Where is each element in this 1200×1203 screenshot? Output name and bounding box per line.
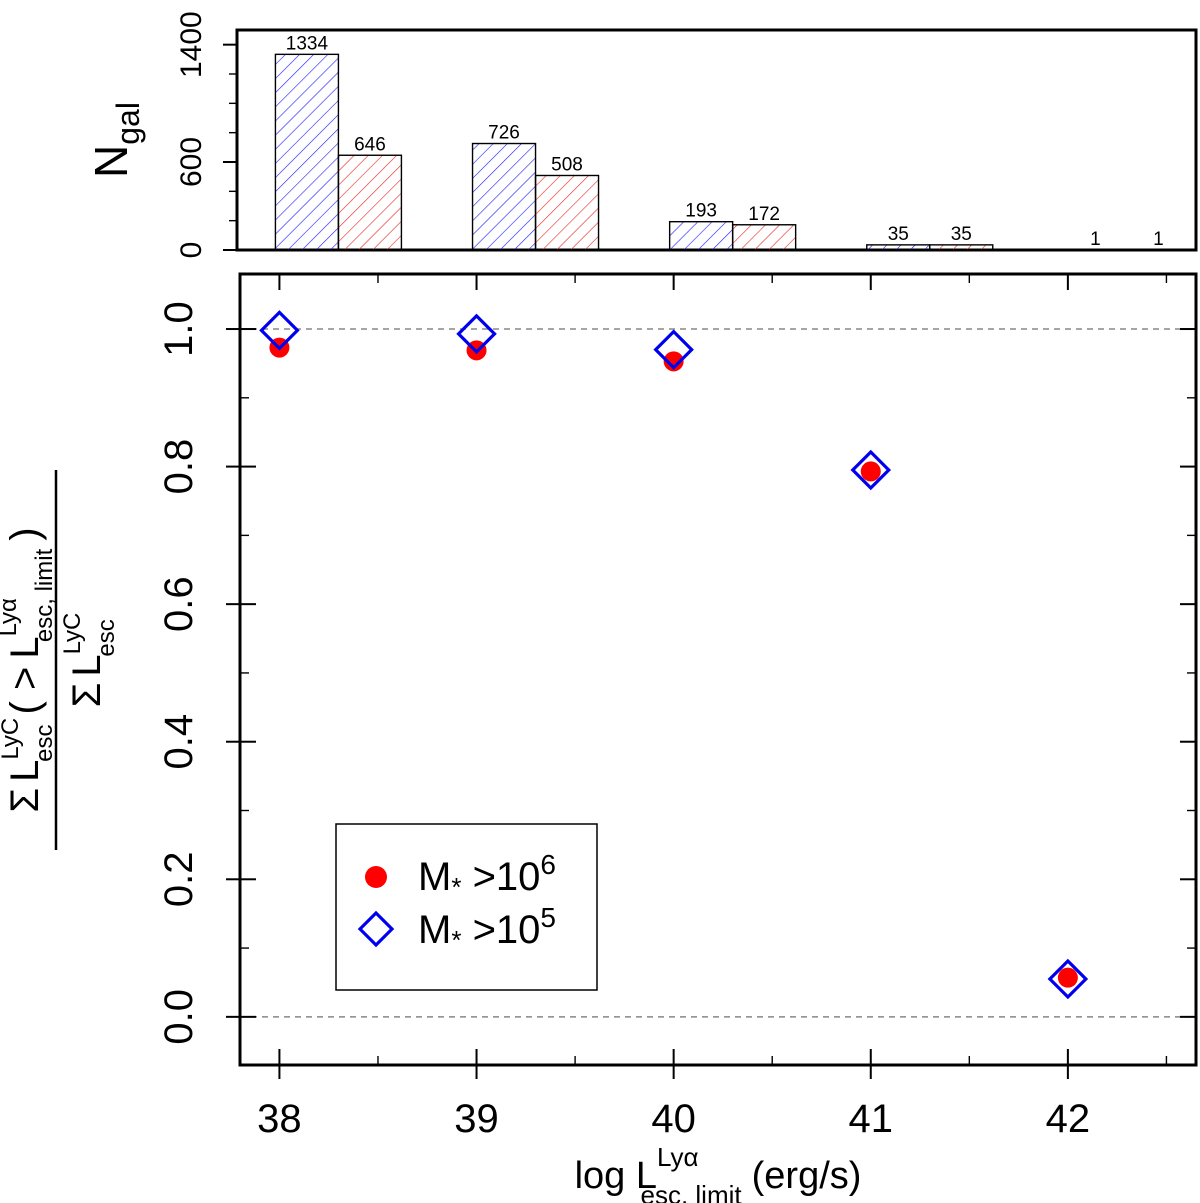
reference-lines <box>240 328 1196 1018</box>
histogram-bar-label: 35 <box>951 224 972 245</box>
histogram-bar <box>866 244 931 251</box>
histogram-y-ticks: 0 600 1400 <box>175 11 237 258</box>
y-axis-label-numerator: ΣLLyC esc( >LLyα esc, limit) <box>0 527 58 812</box>
legend-circle-marker <box>365 866 387 888</box>
x-axis-label: log LLyα esc, limit (erg/s) <box>575 1142 862 1203</box>
histogram-bar <box>337 154 403 251</box>
histogram-bar <box>274 53 340 251</box>
y-tick-label: 0.6 <box>157 576 201 632</box>
x-tick-label: 39 <box>454 1097 499 1141</box>
histogram-bar-label: 193 <box>685 201 717 222</box>
y-tick-label: 0.4 <box>157 714 201 770</box>
legend-label-2: M* >105 <box>418 902 556 955</box>
x-tick-label: 40 <box>651 1097 696 1141</box>
histogram-bar-label: 35 <box>888 224 909 245</box>
histogram-bar-label: 646 <box>354 134 386 155</box>
scatter-points <box>259 310 1089 1000</box>
histogram-bar <box>1063 249 1128 252</box>
point-mstar-gt-1e6 <box>663 351 684 372</box>
y-tick-label: 0.8 <box>157 439 201 495</box>
y-tick-label: 0.2 <box>157 851 201 907</box>
histogram-bar-label: 726 <box>488 123 520 144</box>
histogram-bars: 1334 646 726 508 193 172 35 35 1 1 <box>274 33 1191 252</box>
histogram-bar-label: 1 <box>1153 229 1164 250</box>
y-tick-label: 0.0 <box>157 989 201 1045</box>
histogram-bar <box>471 142 537 251</box>
legend-label-1: M* >106 <box>418 849 556 902</box>
histogram-bar-label: 508 <box>551 154 583 175</box>
scatter-frame <box>238 272 1198 1067</box>
x-tick-label: 38 <box>257 1097 302 1141</box>
histogram-ylabel-sub: gal <box>110 102 146 145</box>
legend-box <box>335 823 598 991</box>
scatter-ticks: 0.0 0.2 0.4 0.6 0.8 1.0 38 39 40 41 42 <box>157 274 1196 1141</box>
histogram-bar-label: 172 <box>748 204 780 225</box>
histogram-bar <box>668 220 734 251</box>
legend-diamond-marker <box>357 910 395 948</box>
histogram-panel: 0 600 1400 1334 646 726 508 193 172 35 35 1 1 Ngal <box>85 11 1198 258</box>
histogram-y-axis-label: Ngal <box>85 102 146 178</box>
histogram-bar <box>1126 249 1191 252</box>
x-tick-label: 42 <box>1046 1097 1091 1141</box>
point-mstar-gt-1e6 <box>860 461 881 482</box>
histogram-bar-label: 1334 <box>286 33 329 54</box>
legend: M* >106 M* >105 <box>335 823 598 991</box>
histogram-y-tick-label: 1400 <box>175 11 208 78</box>
y-axis-label-denominator: ΣLLyC esc <box>59 613 120 708</box>
point-mstar-gt-1e5 <box>850 449 892 491</box>
histogram-bar-label: 1 <box>1090 229 1101 250</box>
y-axis-label: ΣLLyC esc( >LLyα esc, limit) ΣLLyC esc <box>0 470 120 850</box>
svg-text:Ngal: Ngal <box>85 102 146 178</box>
histogram-y-tick-label: 0 <box>175 242 208 259</box>
x-tick-label: 41 <box>849 1097 894 1141</box>
scatter-panel: 0.0 0.2 0.4 0.6 0.8 1.0 38 39 40 41 42 M* >106 M* … <box>157 272 1198 1141</box>
point-mstar-gt-1e5 <box>1047 958 1089 1000</box>
point-mstar-gt-1e5 <box>456 313 497 355</box>
y-tick-label: 1.0 <box>157 301 201 357</box>
point-mstar-gt-1e6 <box>1057 967 1078 988</box>
point-mstar-gt-1e5 <box>653 329 694 370</box>
histogram-bar <box>929 244 994 251</box>
histogram-y-tick-label: 600 <box>175 137 208 187</box>
point-mstar-gt-1e5 <box>259 310 300 351</box>
histogram-bar <box>731 224 797 251</box>
histogram-bar <box>534 174 600 251</box>
histogram-ylabel-main: N <box>85 145 137 178</box>
